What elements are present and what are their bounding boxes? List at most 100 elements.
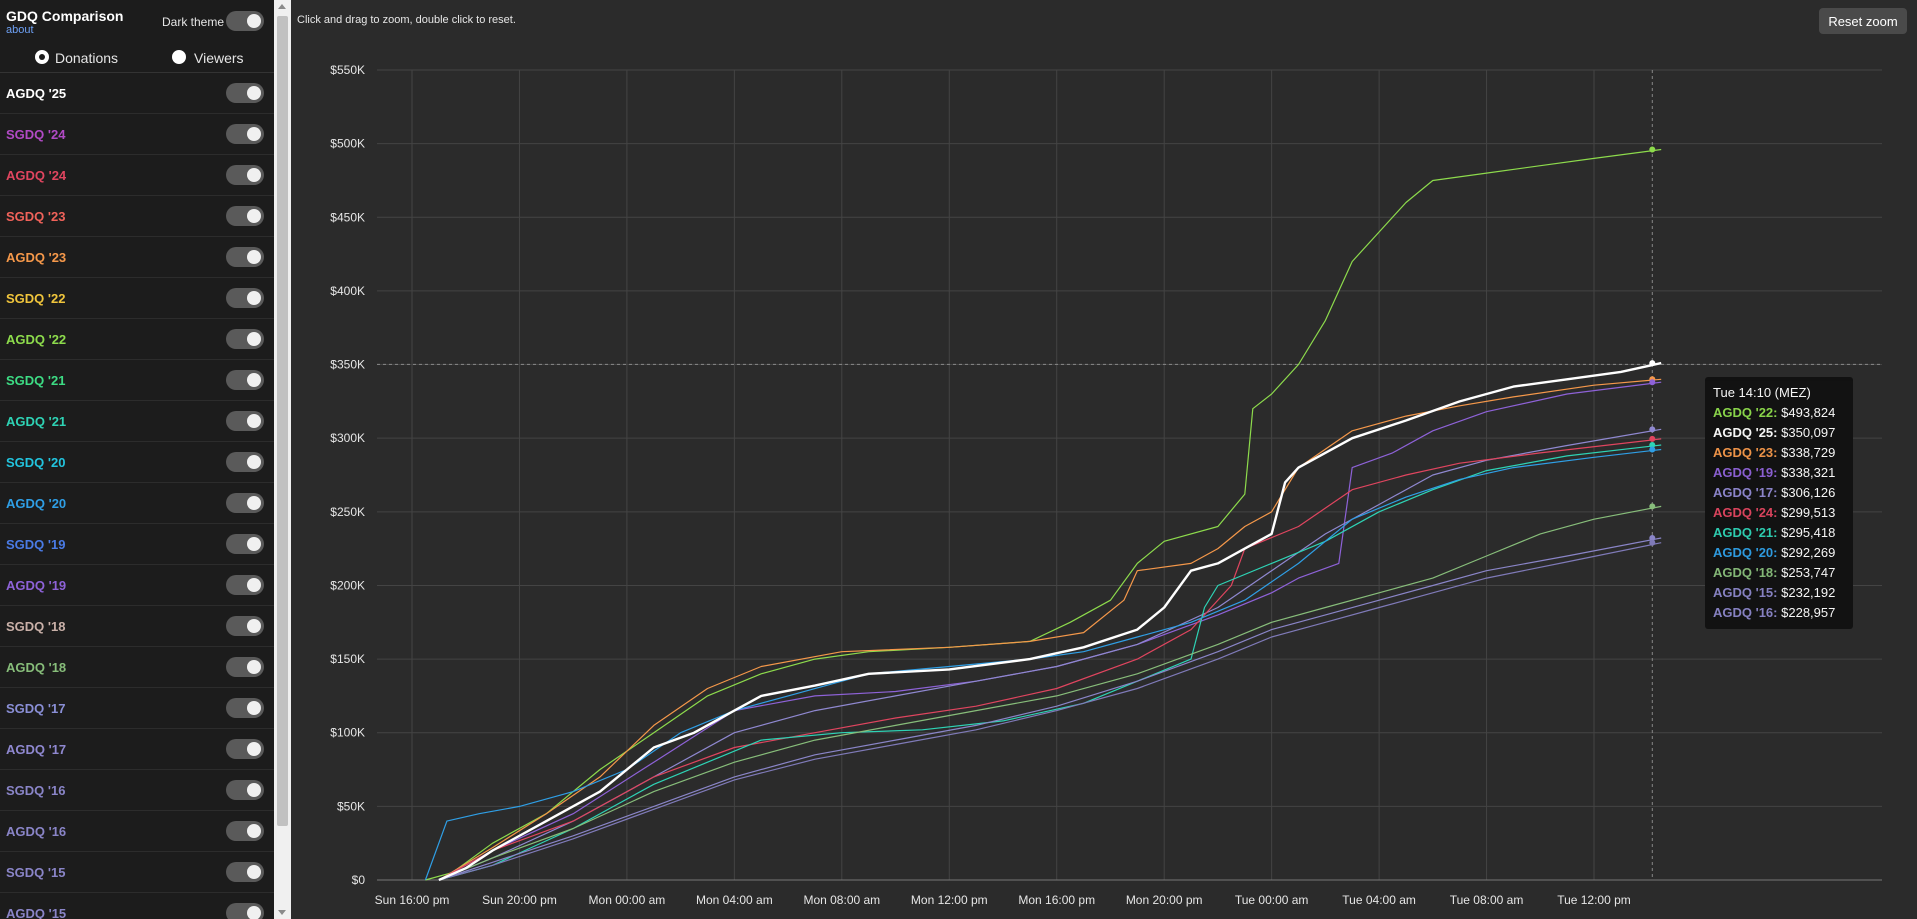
event-name: SGDQ '22 (6, 291, 66, 306)
viewers-radio[interactable] (172, 50, 186, 64)
event-toggle[interactable] (226, 862, 264, 882)
series-marker (1649, 503, 1656, 510)
event-row[interactable]: SGDQ '19 (0, 524, 274, 565)
event-row[interactable]: SGDQ '16 (0, 770, 274, 811)
scrollbar-thumb[interactable] (277, 16, 288, 826)
x-tick-label: Tue 04:00 am (1342, 893, 1416, 907)
event-toggle[interactable] (226, 165, 264, 185)
event-row[interactable]: SGDQ '20 (0, 442, 274, 483)
event-toggle[interactable] (226, 821, 264, 841)
event-row[interactable]: AGDQ '20 (0, 483, 274, 524)
event-name: SGDQ '15 (6, 865, 66, 880)
dark-theme-toggle[interactable] (226, 11, 264, 31)
event-row[interactable]: SGDQ '24 (0, 114, 274, 155)
event-row[interactable]: SGDQ '22 (0, 278, 274, 319)
event-toggle[interactable] (226, 288, 264, 308)
tooltip-time: Tue 14:10 (MEZ) (1713, 385, 1811, 400)
tooltip-row: AGDQ '19: $338,321 (1713, 463, 1845, 483)
event-toggle[interactable] (226, 83, 264, 103)
event-row[interactable]: AGDQ '24 (0, 155, 274, 196)
donations-radio[interactable] (35, 50, 49, 64)
tooltip-series-name: AGDQ '21: (1713, 525, 1778, 540)
event-row[interactable]: AGDQ '17 (0, 729, 274, 770)
event-name: AGDQ '22 (6, 332, 67, 347)
sidebar-scrollbar[interactable] (274, 0, 291, 919)
event-row[interactable]: SGDQ '21 (0, 360, 274, 401)
event-row[interactable]: AGDQ '16 (0, 811, 274, 852)
toggle-knob (247, 414, 261, 428)
event-name: AGDQ '18 (6, 660, 67, 675)
event-row[interactable]: AGDQ '21 (0, 401, 274, 442)
event-toggle[interactable] (226, 657, 264, 677)
about-link[interactable]: about (6, 24, 34, 36)
y-tick-label: $550K (330, 63, 365, 77)
tooltip-row: AGDQ '21: $295,418 (1713, 523, 1845, 543)
toggle-knob (247, 86, 261, 100)
event-toggle[interactable] (226, 534, 264, 554)
event-name: AGDQ '23 (6, 250, 67, 265)
event-toggle[interactable] (226, 616, 264, 636)
y-tick-label: $150K (330, 652, 365, 666)
tooltip-row: AGDQ '18: $253,747 (1713, 563, 1845, 583)
tooltip-series-name: AGDQ '20: (1713, 545, 1778, 560)
tooltip-row: AGDQ '24: $299,513 (1713, 503, 1845, 523)
x-tick-label: Mon 16:00 pm (1018, 893, 1095, 907)
event-name: AGDQ '20 (6, 496, 67, 511)
tooltip-series-name: AGDQ '15: (1713, 585, 1778, 600)
tooltip-row: AGDQ '20: $292,269 (1713, 543, 1845, 563)
toggle-knob (247, 291, 261, 305)
tooltip-row: AGDQ '23: $338,729 (1713, 443, 1845, 463)
event-row[interactable]: AGDQ '19 (0, 565, 274, 606)
event-toggle[interactable] (226, 452, 264, 472)
donations-chart[interactable]: $0 $50K $100K $150K $200K $250K $300K $350K $400… (291, 0, 1917, 919)
sidebar-header: GDQ Comparison about Dark theme (0, 0, 274, 40)
y-tick-label: $300K (330, 431, 365, 445)
event-name: SGDQ '21 (6, 373, 66, 388)
series-line-agdq-16 (438, 542, 1662, 881)
event-row[interactable]: SGDQ '18 (0, 606, 274, 647)
toggle-knob (247, 332, 261, 346)
event-row[interactable]: AGDQ '25 (0, 73, 274, 114)
toggle-knob (247, 168, 261, 182)
chart-tooltip: Tue 14:10 (MEZ) AGDQ '22: $493,824 AGDQ '… (1705, 377, 1853, 629)
reset-zoom-button[interactable]: Reset zoom (1819, 8, 1907, 34)
series-line-agdq-19 (438, 381, 1662, 881)
y-tick-label: $450K (330, 210, 365, 224)
event-toggle[interactable] (226, 698, 264, 718)
event-toggle[interactable] (226, 780, 264, 800)
event-toggle[interactable] (226, 247, 264, 267)
event-toggle[interactable] (226, 575, 264, 595)
toggle-knob (247, 455, 261, 469)
event-toggle[interactable] (226, 206, 264, 226)
event-row[interactable]: AGDQ '18 (0, 647, 274, 688)
toggle-knob (247, 824, 261, 838)
event-name: AGDQ '19 (6, 578, 67, 593)
event-row[interactable]: AGDQ '23 (0, 237, 274, 278)
event-toggle[interactable] (226, 329, 264, 349)
series-marker (1649, 426, 1656, 433)
event-row[interactable]: AGDQ '22 (0, 319, 274, 360)
event-toggle[interactable] (226, 739, 264, 759)
tooltip-row: AGDQ '25: $350,097 (1713, 423, 1845, 443)
series-marker (1649, 539, 1656, 546)
event-toggle[interactable] (226, 124, 264, 144)
event-row[interactable]: AGDQ '15 (0, 893, 274, 919)
tooltip-series-value: $338,729 (1781, 445, 1836, 460)
tooltip-series-value: $295,418 (1781, 525, 1836, 540)
tooltip-series-name: AGDQ '18: (1713, 565, 1778, 580)
event-name: SGDQ '18 (6, 619, 66, 634)
event-row[interactable]: SGDQ '15 (0, 852, 274, 893)
event-row[interactable]: SGDQ '23 (0, 196, 274, 237)
scroll-up-arrow-icon[interactable] (278, 4, 286, 9)
event-toggle[interactable] (226, 370, 264, 390)
scroll-down-arrow-icon[interactable] (278, 910, 286, 915)
event-list: AGDQ '25 SGDQ '24 AGDQ '24 SGDQ '23 AGDQ '23… (0, 73, 274, 919)
event-name: SGDQ '16 (6, 783, 66, 798)
x-tick-label: Tue 08:00 am (1450, 893, 1524, 907)
app-title: GDQ Comparison (6, 8, 124, 24)
event-toggle[interactable] (226, 493, 264, 513)
event-row[interactable]: SGDQ '17 (0, 688, 274, 729)
event-toggle[interactable] (226, 903, 264, 919)
event-toggle[interactable] (226, 411, 264, 431)
series-line-agdq-22 (425, 148, 1662, 881)
